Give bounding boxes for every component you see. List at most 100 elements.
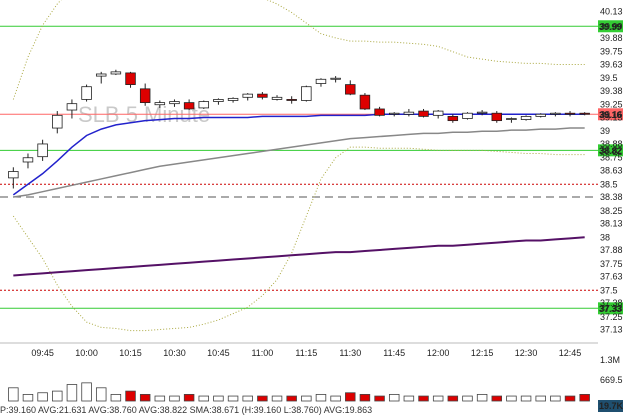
volume-bar	[520, 395, 532, 402]
level-tag	[598, 20, 623, 33]
candle-body	[8, 171, 19, 179]
candle-body	[66, 103, 78, 111]
price-tick-label: 39.38	[600, 86, 623, 96]
time-tick-label: 12:00	[427, 348, 450, 358]
price-tick-label: 39	[600, 126, 610, 136]
volume-bar	[198, 395, 210, 402]
candle-body	[374, 108, 385, 116]
candle-body	[81, 86, 92, 100]
time-tick-label: 12:30	[515, 348, 538, 358]
candle-body	[257, 93, 268, 98]
candle-body	[271, 96, 283, 100]
candle-body	[491, 112, 503, 122]
price-tick-label: 37.5	[600, 285, 618, 295]
volume-bar	[154, 395, 166, 402]
time-tick-label: 11:45	[383, 348, 405, 358]
price-tick-label: 37.33	[600, 303, 623, 313]
volume-tag	[598, 400, 623, 412]
candle-body	[125, 72, 136, 85]
volume-bar	[183, 393, 195, 402]
volume-bar	[271, 395, 283, 402]
band-upper-line	[12, 0, 585, 100]
indicator-overlays	[12, 0, 585, 332]
price-tick-label: 38.5	[600, 179, 618, 189]
price-tick-label: 38.38	[600, 192, 623, 202]
price-tick-label: 39.13	[600, 112, 623, 122]
level-tag	[598, 108, 623, 121]
candle-body	[198, 101, 210, 109]
candle-body	[227, 97, 239, 101]
volume-bar	[476, 393, 488, 402]
candle-body	[388, 112, 400, 115]
time-tick-label: 12:15	[471, 348, 494, 358]
volume-bar	[447, 395, 459, 402]
level-tag-label: 39.16	[599, 110, 622, 120]
price-tick-label: 38.88	[600, 139, 623, 149]
volume-bar	[564, 395, 576, 402]
price-tick-label: 39.75	[600, 47, 623, 57]
volume-bar	[169, 395, 180, 402]
volume-bar	[550, 395, 561, 402]
time-tick-label: 10:15	[119, 348, 142, 358]
candle-body	[330, 77, 341, 80]
candle-body	[301, 86, 312, 101]
candle-body	[154, 102, 166, 106]
volume-bar	[227, 395, 239, 402]
candle-body	[37, 143, 48, 158]
price-tick-label: 38.75	[600, 153, 623, 163]
volume-bar	[139, 393, 151, 402]
level-tag-label: 38.82	[599, 146, 622, 156]
volume-tick-label: 1.3M	[600, 355, 620, 365]
time-tick-label: 11:30	[339, 348, 361, 358]
level-tag-label: 37.33	[599, 304, 622, 314]
candle-body	[139, 88, 151, 104]
candle-body	[520, 115, 532, 120]
candle-body	[110, 71, 122, 75]
price-tick-label: 40.13	[600, 6, 623, 16]
time-tick-label: 10:45	[207, 348, 230, 358]
candle-body	[359, 94, 371, 110]
volume-bar	[66, 384, 78, 402]
candle-body	[506, 118, 517, 120]
volume-bar	[418, 395, 429, 402]
level-tag	[598, 144, 623, 157]
ma-fast-line	[12, 113, 585, 196]
volume-bar	[95, 387, 107, 402]
candle-body	[579, 112, 590, 115]
candle-body	[462, 112, 473, 119]
volume-bar	[462, 395, 473, 402]
price-tick-label: 38	[600, 232, 610, 242]
candle-body	[403, 111, 415, 115]
candlesticks	[8, 69, 590, 189]
level-tag-label: 39.99	[599, 22, 622, 32]
price-tick-label: 37.63	[600, 272, 623, 282]
volume-bar	[242, 395, 253, 402]
volume-bar	[359, 393, 371, 402]
candle-body	[183, 102, 195, 110]
candle-body	[213, 99, 224, 102]
candle-body	[52, 114, 63, 129]
volume-bar	[257, 395, 268, 402]
candle-body	[95, 73, 107, 77]
volume-tag-label: 19.7K	[599, 401, 623, 411]
volume-bar	[388, 393, 400, 402]
candle-body	[432, 110, 444, 116]
volume-bar	[301, 395, 312, 402]
volume-bar	[52, 390, 63, 402]
volume-bar	[286, 395, 297, 402]
price-tick-label: 39.25	[600, 100, 623, 110]
volume-bar	[125, 390, 136, 402]
price-tick-label: 38.63	[600, 165, 623, 175]
price-tick-label: 39.5	[600, 73, 618, 83]
ma-long-line	[13, 236, 585, 277]
candle-body	[22, 157, 34, 163]
candle-body	[447, 115, 459, 122]
volume-bar	[37, 392, 48, 402]
price-tick-label: 38.82	[600, 145, 623, 155]
candle-body	[476, 111, 488, 114]
candle-body	[242, 93, 253, 98]
price-tick-label: 39.99	[600, 21, 623, 31]
status-line: P:39.160 AVG:21.631 AVG:38.760 AVG:38.82…	[0, 405, 372, 415]
